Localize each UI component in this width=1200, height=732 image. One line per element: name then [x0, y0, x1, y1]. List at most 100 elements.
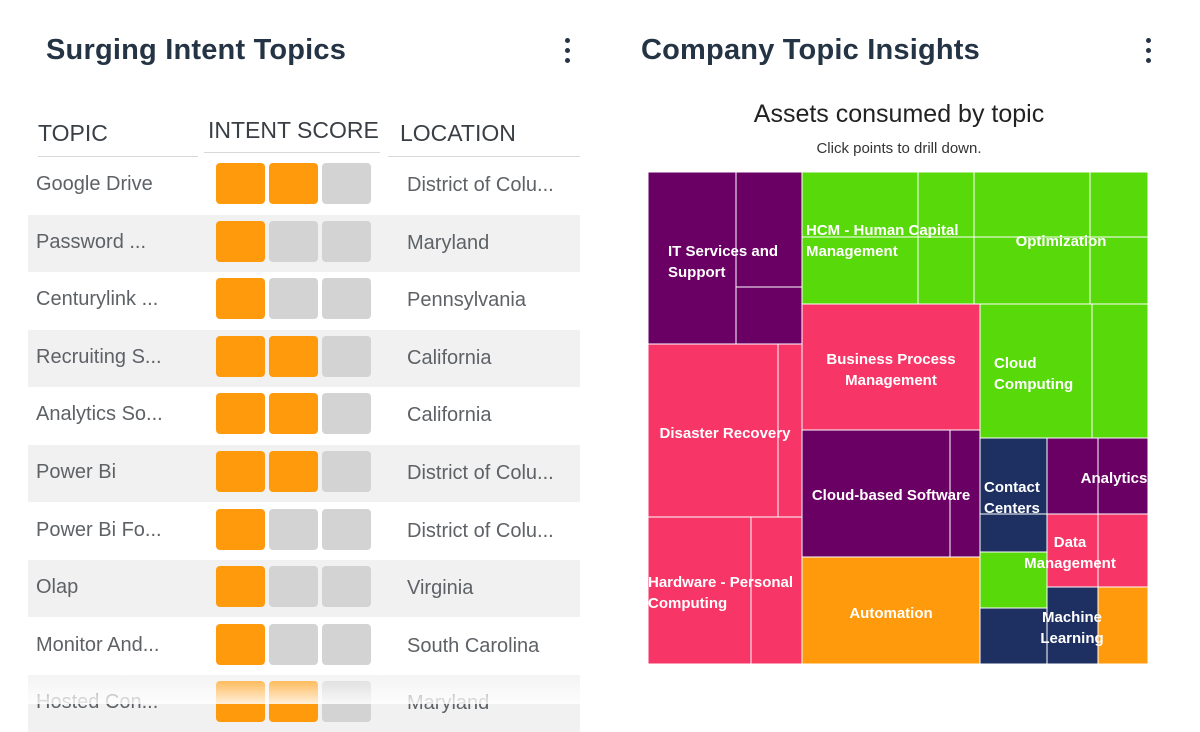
- topic-treemap[interactable]: IT Services and Support HCM - Human Capita…: [648, 172, 1148, 664]
- chart-subtitle: Click points to drill down.: [816, 140, 982, 157]
- column-header-location[interactable]: LOCATION: [400, 120, 516, 146]
- score-segment-filled: [269, 681, 318, 723]
- location-cell: District of Colu...: [407, 519, 554, 542]
- treemap-cell[interactable]: [777, 343, 803, 518]
- treemap-cell[interactable]: [801, 236, 919, 305]
- location-cell: Maryland: [407, 231, 490, 254]
- topic-cell: Power Bi Fo...: [36, 518, 162, 541]
- treemap-cell[interactable]: [979, 437, 1048, 515]
- header-divider-location: [388, 156, 580, 157]
- treemap-cell[interactable]: [735, 172, 803, 288]
- intent-score-meter: [216, 220, 372, 262]
- treemap-cell[interactable]: [1091, 303, 1148, 439]
- treemap-label[interactable]: Automation: [849, 605, 932, 622]
- treemap-label[interactable]: Optimization: [1016, 233, 1107, 250]
- topic-cell: Centurylink ...: [36, 288, 159, 311]
- treemap-label[interactable]: IT Services and Support: [668, 243, 778, 281]
- location-cell: California: [407, 404, 492, 427]
- table-row[interactable]: Olap Virginia: [28, 560, 580, 618]
- intent-score-meter: [216, 451, 372, 492]
- treemap-cell[interactable]: [801, 303, 981, 431]
- score-segment-filled: [269, 451, 318, 492]
- intent-score-meter: [216, 623, 372, 665]
- treemap-label[interactable]: HCM - Human Capital Management: [806, 222, 959, 260]
- score-segment-empty: [269, 278, 318, 320]
- score-segment-filled: [216, 393, 265, 435]
- treemap-label[interactable]: Hardware - Personal Computing: [648, 574, 793, 612]
- treemap-label[interactable]: Disaster Recovery: [660, 425, 792, 442]
- location-cell: District of Colu...: [407, 462, 554, 484]
- treemap-cell[interactable]: [979, 607, 1048, 664]
- treemap-cell[interactable]: [1046, 513, 1099, 588]
- score-segment-filled: [216, 508, 265, 550]
- table-row[interactable]: Monitor And... South Carolina: [28, 618, 580, 675]
- intent-score-meter: [216, 335, 372, 377]
- score-segment-empty: [322, 393, 371, 435]
- location-cell: California: [407, 346, 492, 369]
- location-cell: Virginia: [407, 577, 474, 600]
- table-row[interactable]: Analytics So... California: [28, 387, 580, 444]
- location-cell: South Carolina: [407, 634, 540, 657]
- treemap-cell[interactable]: [648, 516, 752, 664]
- treemap-cell[interactable]: [735, 286, 803, 345]
- surging-topics-menu-icon[interactable]: [557, 38, 577, 66]
- topic-cell: Olap: [36, 576, 79, 599]
- score-segment-filled: [216, 335, 265, 377]
- table-row[interactable]: Google Drive District of Colu...: [28, 157, 580, 214]
- surging-topics-title: Surging Intent Topics: [46, 34, 347, 66]
- score-segment-filled: [216, 451, 265, 492]
- column-header-topic[interactable]: TOPIC: [38, 120, 108, 146]
- company-insights-title: Company Topic Insights: [641, 34, 980, 66]
- treemap-cell[interactable]: [917, 236, 975, 305]
- treemap-cell[interactable]: [1089, 236, 1148, 305]
- treemap-label[interactable]: Cloud-based Software: [812, 487, 970, 504]
- topic-cell: Google Drive: [36, 173, 153, 195]
- treemap-cell[interactable]: [1097, 586, 1148, 664]
- score-segment-empty: [322, 623, 371, 665]
- header-divider-topic: [38, 156, 198, 157]
- treemap-cell[interactable]: [979, 513, 1048, 553]
- company-insights-menu-icon[interactable]: [1138, 38, 1158, 66]
- treemap-cell[interactable]: [949, 429, 981, 558]
- treemap-cell[interactable]: [648, 343, 779, 518]
- topic-cell: Monitor And...: [36, 633, 160, 656]
- score-segment-empty: [269, 508, 318, 550]
- intent-score-meter: [216, 393, 372, 435]
- header-divider-score: [204, 152, 380, 153]
- treemap-cell[interactable]: [801, 556, 981, 664]
- score-segment-empty: [322, 220, 371, 262]
- score-segment-filled: [269, 163, 318, 204]
- table-row[interactable]: Recruiting S... California: [28, 329, 580, 387]
- table-row[interactable]: Centurylink ... Pennsylvania: [28, 272, 580, 329]
- intent-score-meter: [216, 163, 372, 204]
- table-row[interactable]: Password ... Maryland: [28, 214, 580, 272]
- treemap-cell[interactable]: [979, 551, 1048, 609]
- chart-title: Assets consumed by topic: [753, 100, 1045, 128]
- treemap-label[interactable]: Machine Learning: [1040, 609, 1103, 647]
- treemap-label[interactable]: Cloud Computing: [994, 355, 1073, 393]
- score-segment-filled: [216, 163, 265, 204]
- score-segment-empty: [322, 508, 371, 550]
- score-segment-empty: [269, 623, 318, 665]
- treemap-cell[interactable]: [1089, 172, 1148, 238]
- score-segment-filled: [216, 623, 265, 665]
- treemap-cell[interactable]: [1097, 513, 1148, 588]
- column-header-intent-score[interactable]: INTENT SCORE: [208, 117, 379, 143]
- treemap-cell[interactable]: [1046, 437, 1099, 515]
- treemap-label[interactable]: Analytics: [1081, 470, 1148, 487]
- treemap-cell[interactable]: [917, 172, 975, 238]
- treemap-label[interactable]: Business Process Management: [826, 351, 955, 389]
- treemap-cell[interactable]: [750, 516, 803, 664]
- score-segment-empty: [269, 566, 318, 608]
- score-segment-empty: [322, 451, 371, 492]
- treemap-label[interactable]: Contact Centers: [984, 479, 1040, 517]
- topic-cell: Hosted Con...: [36, 691, 159, 714]
- treemap-cell[interactable]: [973, 172, 1091, 238]
- topic-cell: Power Bi: [36, 461, 117, 483]
- table-row[interactable]: Power Bi Fo... District of Colu...: [28, 503, 580, 560]
- intent-score-meter: [216, 566, 372, 608]
- treemap-label[interactable]: Data Management: [1024, 534, 1116, 572]
- score-segment-empty: [269, 220, 318, 262]
- table-row[interactable]: Power Bi District of Colu...: [28, 445, 580, 502]
- score-segment-empty: [322, 335, 371, 377]
